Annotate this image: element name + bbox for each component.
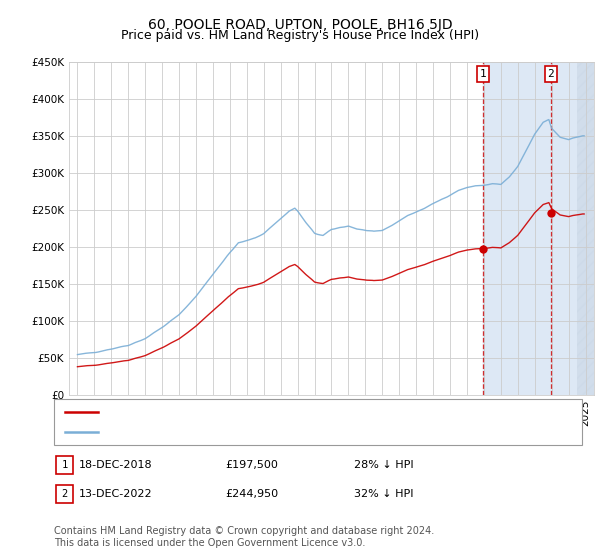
Text: 13-DEC-2022: 13-DEC-2022 [79, 489, 153, 499]
Text: 2: 2 [62, 489, 68, 499]
Text: £244,950: £244,950 [225, 489, 278, 499]
Text: 18-DEC-2018: 18-DEC-2018 [79, 460, 153, 470]
Text: Contains HM Land Registry data © Crown copyright and database right 2024.
This d: Contains HM Land Registry data © Crown c… [54, 526, 434, 548]
Text: £197,500: £197,500 [225, 460, 278, 470]
Text: 1: 1 [480, 69, 487, 79]
Text: HPI: Average price, semi-detached house, Dorset: HPI: Average price, semi-detached house,… [104, 427, 377, 437]
Text: 2: 2 [548, 69, 554, 79]
Text: 1: 1 [62, 460, 68, 470]
Text: 32% ↓ HPI: 32% ↓ HPI [354, 489, 413, 499]
Text: 60, POOLE ROAD, UPTON, POOLE, BH16 5JD (semi-detached house): 60, POOLE ROAD, UPTON, POOLE, BH16 5JD (… [104, 407, 480, 417]
Bar [483, 62, 594, 395]
Text: 28% ↓ HPI: 28% ↓ HPI [354, 460, 413, 470]
Text: Price paid vs. HM Land Registry's House Price Index (HPI): Price paid vs. HM Land Registry's House … [121, 29, 479, 42]
Text: 60, POOLE ROAD, UPTON, POOLE, BH16 5JD: 60, POOLE ROAD, UPTON, POOLE, BH16 5JD [148, 18, 452, 32]
Bar [577, 62, 594, 395]
